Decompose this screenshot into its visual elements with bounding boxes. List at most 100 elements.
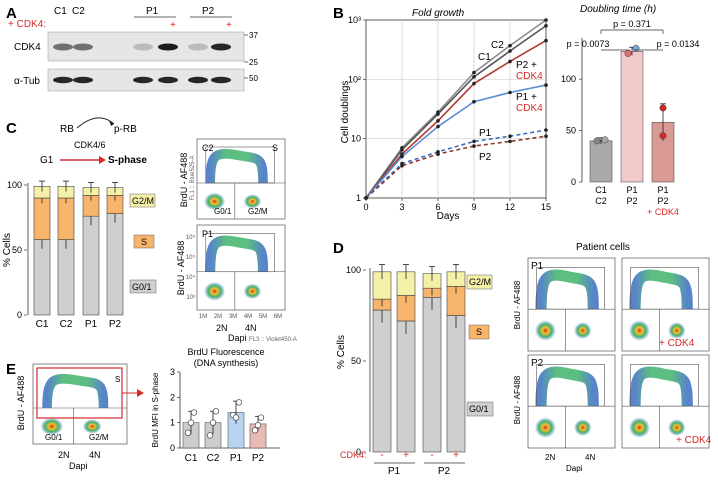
flow-c-y-ticks: 10⁶ 10⁵ 10⁴ 10³	[186, 234, 196, 301]
flow-c-xsub: FL3 :: Violet450-A	[249, 337, 297, 343]
stack-c-category: C1	[36, 319, 49, 330]
flow-e-ylabel: BrdU - AF488	[16, 376, 26, 431]
flow-e-arrow	[137, 389, 144, 397]
fg-label-p2cdk4-b: CDK4	[516, 71, 543, 82]
flow-g01-population	[628, 320, 650, 341]
patient-dapi: Dapi	[566, 464, 583, 473]
stack-d-segment-g0-1	[446, 315, 466, 453]
flow-s-gate	[205, 233, 275, 273]
series-point	[472, 144, 476, 148]
series-point	[508, 90, 512, 95]
flow-c-xtick: 1M	[199, 314, 207, 320]
series-line-c2	[365, 19, 547, 199]
lane-p2: P2	[202, 6, 215, 17]
flow-c-bottom-ylabel: BrdU - AF488	[176, 241, 186, 296]
sphase-label: S-phase	[108, 155, 147, 166]
doubling-title: Doubling time (h)	[580, 4, 656, 15]
flow-c-ytick: 10⁴	[186, 274, 196, 281]
stack-d-ytick-label: 100	[346, 265, 361, 275]
dt-point	[601, 136, 609, 144]
e-bars: C1 C2 P1 P2	[182, 399, 267, 464]
series-point	[436, 112, 440, 116]
tub-band	[188, 76, 208, 84]
fg-label-c2: C2	[491, 40, 504, 51]
blot-cdk4-label: + CDK4:	[8, 19, 46, 30]
dt-bar	[620, 51, 644, 183]
g1-label: G1	[40, 155, 54, 166]
flow-s-population	[629, 269, 693, 310]
flow-s-gate	[205, 146, 275, 184]
dt-ytick-label: 50	[566, 126, 576, 136]
series-point	[544, 83, 548, 87]
flow-c-g01: G0/1	[214, 207, 232, 216]
fg-xtick-label: 12	[505, 202, 515, 212]
patient-ylabel-1: BrdU - AF488	[513, 280, 522, 329]
dt-cat-3c: + CDK4	[647, 207, 679, 217]
series-point	[436, 152, 440, 156]
flow-c-xtick: 3M	[229, 314, 237, 320]
cdk4-band	[211, 43, 231, 51]
flow-g01-population	[204, 281, 226, 301]
cdk4-bands	[53, 43, 231, 51]
flow-g2m-population	[243, 283, 262, 299]
stack-c-segment-s	[57, 197, 75, 240]
lane-p1: P1	[146, 6, 159, 17]
fg-xtick-label: 9	[471, 202, 476, 212]
fold-growth-grid	[366, 20, 546, 198]
stack-d-legend-s: S	[476, 327, 482, 337]
series-point	[472, 70, 476, 75]
fg-label-p1cdk4-b: CDK4	[516, 103, 543, 114]
e-ytick-label: 3	[170, 367, 175, 377]
e-point	[235, 399, 243, 406]
stack-d-sign: -	[430, 450, 433, 461]
stack-c-y-ticks: 0 50 100	[7, 180, 27, 320]
mw-37: 37	[249, 31, 258, 40]
flow-s-gate	[630, 363, 699, 407]
flow-g01-population	[40, 417, 64, 436]
e-bar-ylabel: BrdU MFI in S-phase	[151, 372, 160, 447]
flow-g2m-population	[243, 194, 262, 209]
stack-d-segment-g0-1	[396, 320, 416, 453]
series-point	[508, 43, 512, 48]
series-point	[400, 154, 404, 159]
dt-cat-2a: P1	[626, 185, 637, 195]
flow-c-4n: 4N	[245, 323, 257, 333]
dt-cat-3b: P2	[657, 196, 668, 206]
dt-cat-2b: P2	[626, 196, 637, 206]
stack-c-legend-g2m: G2/M	[132, 196, 154, 206]
dt-cat-3a: P1	[657, 185, 668, 195]
flow-g2m-population	[668, 419, 686, 436]
blot-row-tub: α-Tub	[14, 76, 40, 87]
stack-c-segment-s	[33, 197, 51, 240]
panel-a-label: A	[6, 5, 17, 22]
flow-g01-population	[534, 417, 556, 438]
stack-d-bars	[372, 264, 466, 453]
flow-c-g2m: G2/M	[248, 207, 268, 216]
e-ytick-label: 2	[170, 392, 175, 402]
series-point	[508, 59, 512, 64]
patient-4n: 4N	[585, 453, 595, 462]
flow-s-population	[205, 235, 269, 272]
stack-c-legend-g01: G0/1	[132, 282, 152, 292]
flow-c-x-ticks: 1M 2M 3M 4M 5M 6M	[199, 314, 282, 320]
stack-c-segment-g0-1	[106, 213, 124, 316]
fg-label-p1cdk4-a: P1 +	[516, 92, 537, 103]
series-point	[436, 119, 440, 123]
flow-c-ytick: 10⁵	[186, 254, 196, 261]
panel-e-label: E	[6, 361, 16, 378]
patient-title: Patient cells	[576, 242, 630, 253]
stack-c-ytick-label: 0	[17, 310, 22, 320]
e-point	[209, 419, 217, 426]
fg-label-p2cdk4-a: P2 +	[516, 60, 537, 71]
doubling-y-ticks: 0 50 100	[561, 74, 582, 187]
series-line-p1-cdk4	[365, 84, 547, 199]
dt-cat-1b: C2	[595, 196, 607, 206]
series-line-p2-cdk4	[365, 39, 547, 199]
dt-bar	[589, 140, 613, 183]
e-point	[187, 419, 195, 426]
fold-growth-frame	[365, 19, 547, 199]
e-point	[251, 427, 259, 434]
lane-c1: C1	[54, 6, 67, 17]
dt-cat-1a: C1	[595, 185, 607, 195]
fg-ytick-label: 10³	[348, 15, 361, 25]
